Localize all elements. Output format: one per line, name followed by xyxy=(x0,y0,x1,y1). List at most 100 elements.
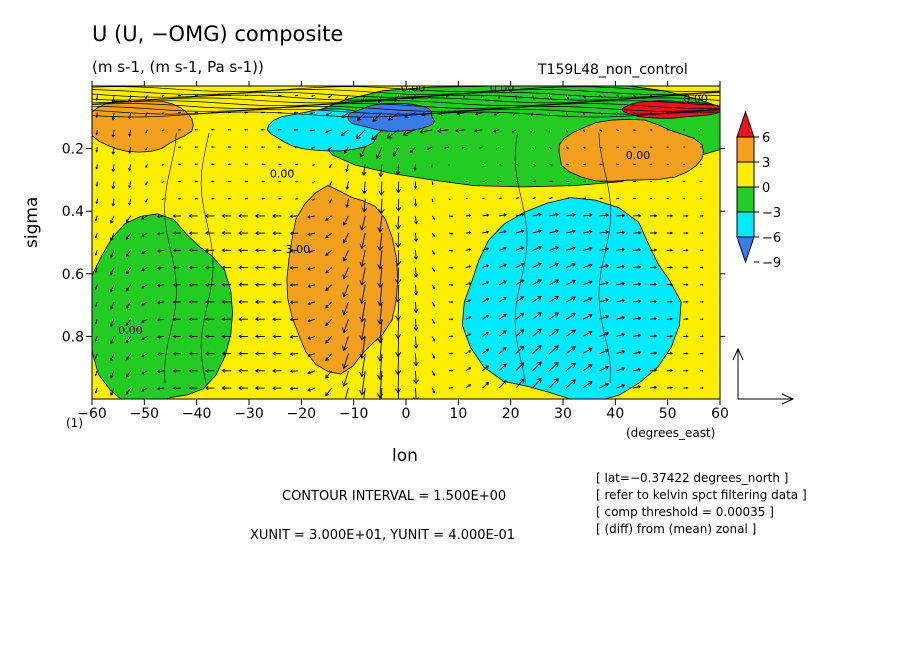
wind-vector-head xyxy=(621,332,626,337)
wind-vector xyxy=(157,284,165,287)
wind-vector-head xyxy=(584,163,587,166)
wind-vector xyxy=(128,129,132,137)
wind-vector xyxy=(649,352,657,355)
wind-vector xyxy=(110,319,115,327)
wind-vector-head xyxy=(438,111,443,116)
note-latitude: [ lat=−0.37422 degrees_north ] xyxy=(596,471,789,485)
region-6 xyxy=(461,197,682,399)
wind-vector-head xyxy=(588,229,593,234)
wind-vector-head xyxy=(238,317,242,322)
wind-vector-head xyxy=(221,265,226,270)
wind-vector-head xyxy=(204,334,209,339)
wind-vector-head xyxy=(583,130,586,133)
wind-vector-head xyxy=(359,371,366,378)
wind-vector-head xyxy=(486,230,490,234)
wind-vector-head xyxy=(172,351,176,356)
wind-vector-head xyxy=(307,249,311,254)
wind-vector-head xyxy=(194,111,197,114)
wind-vector-head xyxy=(634,95,637,97)
wind-vector xyxy=(141,215,148,220)
wind-vector xyxy=(566,230,576,234)
wind-vector-head xyxy=(548,131,551,133)
wind-vector-head xyxy=(485,298,490,302)
wind-vector-head xyxy=(227,197,230,200)
wind-vector xyxy=(360,146,366,158)
wind-vector-head xyxy=(638,248,642,252)
wind-vector xyxy=(549,378,559,389)
wind-vector-head xyxy=(432,356,436,359)
wind-vector-head xyxy=(359,261,366,268)
wind-vector-head xyxy=(272,351,276,356)
wind-vector xyxy=(582,214,592,217)
wind-vector-head xyxy=(110,340,114,345)
wind-vector-head xyxy=(344,150,348,155)
wind-vector xyxy=(363,164,366,176)
wind-vector-head xyxy=(432,287,435,290)
wind-vector-head xyxy=(555,212,560,217)
wind-vector-head xyxy=(307,267,311,271)
wind-vector xyxy=(125,318,132,326)
wind-vector-head xyxy=(520,229,525,234)
wind-vector-head xyxy=(534,180,537,183)
wind-vector xyxy=(397,215,400,230)
wind-vector-head xyxy=(172,317,176,322)
wind-vector-head xyxy=(486,247,490,251)
wind-vector-head xyxy=(125,288,129,292)
contour-line xyxy=(92,103,720,109)
wind-vector-head xyxy=(94,390,98,394)
colorbar-bin xyxy=(736,186,755,213)
wind-vector xyxy=(599,282,609,286)
wind-vector-head xyxy=(342,309,348,316)
wind-vector-head xyxy=(588,330,593,335)
wind-vector-head xyxy=(177,111,180,114)
wind-vector xyxy=(157,387,165,390)
colorbar-label: 6 xyxy=(762,131,770,146)
wind-vector-head xyxy=(445,95,448,98)
wind-vector xyxy=(325,370,333,379)
wind-vector-head xyxy=(395,206,402,212)
wind-vector-head xyxy=(325,130,329,134)
wind-vector-head xyxy=(686,283,689,286)
wind-vector-head xyxy=(468,333,472,336)
wind-vector-head xyxy=(238,386,242,391)
wind-vector-head xyxy=(238,368,242,373)
chart-title: U (U, −OMG) composite xyxy=(92,22,344,46)
wind-vector xyxy=(387,129,399,139)
wind-vector-head xyxy=(125,391,129,395)
wind-vector-head xyxy=(395,224,402,230)
wind-vector-head xyxy=(532,147,534,150)
wind-vector-head xyxy=(617,180,620,183)
wind-vector-head xyxy=(312,181,314,184)
wind-vector-head xyxy=(605,314,610,319)
wind-vector-head xyxy=(686,317,689,321)
wind-vector-head xyxy=(395,388,402,394)
wind-vector-head xyxy=(188,317,193,322)
wind-vector xyxy=(414,250,417,260)
wind-vector-head xyxy=(468,299,472,302)
wind-vector-head xyxy=(312,199,314,201)
wind-vector xyxy=(599,315,609,320)
wind-vector-head xyxy=(492,129,496,133)
wind-vector xyxy=(397,336,400,357)
wind-vector-head xyxy=(110,375,114,379)
x-tick-label: −60 xyxy=(77,406,107,422)
wind-vector xyxy=(599,349,609,355)
wind-vector xyxy=(128,198,132,205)
wind-vector-head xyxy=(395,333,402,340)
wind-vector-head xyxy=(621,383,626,388)
wind-vector xyxy=(307,370,316,374)
contour-line xyxy=(92,100,720,107)
wind-vector-head xyxy=(312,164,314,166)
y-tick-label: 0.6 xyxy=(62,267,84,283)
wind-vector-head xyxy=(238,248,242,253)
wind-vector-head xyxy=(141,285,145,289)
wind-vector-head xyxy=(377,245,384,252)
wind-vector xyxy=(532,361,542,372)
wind-vector-head xyxy=(377,282,384,289)
wind-vector xyxy=(128,181,132,188)
wind-vector xyxy=(397,284,400,302)
wind-vector-head xyxy=(553,361,559,367)
wind-vector-head xyxy=(141,320,145,323)
x-tick-label: −10 xyxy=(339,406,369,422)
wind-vector-head xyxy=(686,386,689,390)
